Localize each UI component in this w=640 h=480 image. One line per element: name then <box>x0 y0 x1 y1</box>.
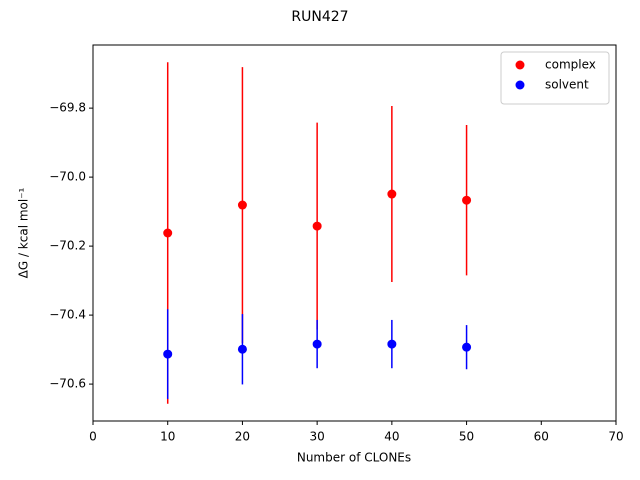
point <box>163 349 173 359</box>
legend-label: solvent <box>545 78 589 92</box>
point <box>462 342 472 352</box>
legend-box <box>500 51 610 105</box>
legend-marker <box>515 60 525 70</box>
y-tick-label: −70.2 <box>49 239 86 253</box>
x-tick-label: 60 <box>534 430 549 444</box>
point <box>163 228 173 238</box>
x-axis-label: Number of CLONEs <box>297 451 411 465</box>
point <box>387 339 397 349</box>
x-tick-label: 10 <box>160 430 175 444</box>
x-tick-label: 20 <box>235 430 250 444</box>
x-tick-label: 40 <box>384 430 399 444</box>
point <box>237 200 247 210</box>
y-axis-label: ΔG / kcal mol⁻¹ <box>17 187 31 278</box>
point <box>462 195 472 205</box>
y-tick-label: −70.6 <box>49 377 86 391</box>
plot-frame <box>92 44 617 422</box>
y-tick-label: −70.4 <box>49 308 86 322</box>
point <box>237 344 247 354</box>
legend-marker <box>515 80 525 90</box>
y-tick-label: −70.0 <box>49 170 86 184</box>
y-tick-label: −69.8 <box>49 101 86 115</box>
x-tick-label: 50 <box>459 430 474 444</box>
legend-label: complex <box>545 58 596 72</box>
point <box>312 339 322 349</box>
x-tick-label: 70 <box>608 430 623 444</box>
point <box>387 189 397 199</box>
point <box>312 221 322 231</box>
x-tick-label: 0 <box>89 430 97 444</box>
chart-title: RUN427 <box>291 9 348 25</box>
x-tick-label: 30 <box>310 430 325 444</box>
